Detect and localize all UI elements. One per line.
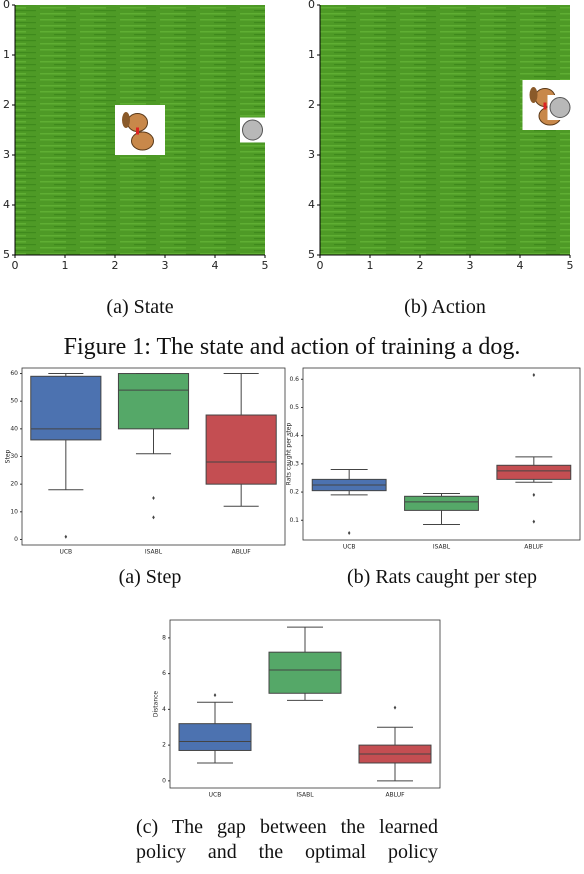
caption: (c) The gap between the learned policy a… — [136, 816, 438, 863]
x-tick-label: 2 — [417, 259, 424, 272]
box — [496, 464, 572, 480]
x-tick-label: 4 — [517, 259, 524, 272]
x-tick-label: ISABL — [296, 792, 314, 799]
y-tick-label: 1 — [308, 48, 315, 61]
y-tick-label: 0 — [162, 777, 166, 784]
x-tick-label: 5 — [262, 259, 269, 272]
caption: (b) Rats caught per step — [347, 566, 537, 588]
dog-tongue — [136, 127, 139, 135]
x-tick-label: 4 — [212, 259, 219, 272]
box — [404, 495, 479, 511]
dog-ear — [529, 87, 538, 103]
rat — [549, 97, 571, 118]
x-tick-label: 5 — [567, 259, 574, 272]
y-tick-label: 4 — [308, 198, 315, 211]
x-tick-label: 3 — [467, 259, 474, 272]
y-tick-label: 5 — [3, 248, 10, 261]
y-tick-label: 30 — [10, 453, 18, 460]
y-tick-label: 0 — [3, 0, 10, 11]
y-tick-label: 3 — [3, 148, 10, 161]
x-tick-label: UCB — [59, 549, 72, 556]
box — [30, 375, 102, 441]
x-tick-label: 1 — [62, 259, 69, 272]
outlier — [152, 515, 155, 520]
y-tick-label: 2 — [3, 98, 10, 111]
x-tick-label: 1 — [367, 259, 374, 272]
y-tick-label: 0.4 — [289, 432, 299, 439]
x-tick-label: ABLUF — [385, 792, 405, 799]
y-tick-label: 2 — [308, 98, 315, 111]
box — [268, 651, 342, 694]
x-tick-label: 0 — [12, 259, 19, 272]
y-tick-label: 50 — [10, 398, 18, 405]
caption: (b) Action — [404, 296, 486, 318]
outlier — [213, 693, 217, 698]
outlier — [393, 705, 397, 710]
x-tick-label: 0 — [317, 259, 324, 272]
x-tick-label: UCB — [343, 544, 356, 551]
y-tick-label: 0.1 — [289, 517, 299, 524]
x-tick-label: ABLUF — [524, 544, 544, 551]
box — [205, 414, 277, 485]
figure-caption: Figure 1: The state and action of traini… — [63, 334, 521, 360]
caption: (a) Step — [118, 566, 182, 588]
y-tick-label: 0 — [14, 536, 18, 543]
y-tick-label: 2 — [162, 742, 166, 749]
outlier — [64, 534, 68, 539]
y-tick-label: 0.3 — [289, 460, 299, 467]
y-tick-label: 8 — [162, 634, 166, 641]
outlier — [532, 492, 536, 497]
y-tick-label: 6 — [162, 670, 166, 677]
dog-body — [131, 131, 154, 151]
dog-ear — [122, 112, 130, 128]
x-tick-label: 3 — [162, 259, 169, 272]
outlier — [347, 530, 351, 535]
y-tick-label: 20 — [10, 481, 18, 488]
y-tick-label: 0.5 — [289, 404, 299, 411]
y-tick-label: 60 — [10, 370, 18, 377]
dog-tongue — [543, 102, 547, 110]
y-tick-label: 4 — [3, 198, 10, 211]
box — [117, 373, 190, 430]
y-tick-label: 0.6 — [289, 376, 299, 383]
box — [178, 723, 252, 751]
x-tick-label: UCB — [209, 792, 222, 799]
rat — [242, 119, 263, 141]
y-axis-label: Rats caught per step — [286, 423, 293, 486]
x-tick-label: ABLUF — [232, 549, 252, 556]
caption: (a) State — [106, 296, 174, 318]
x-tick-label: 2 — [112, 259, 119, 272]
outlier — [532, 519, 536, 524]
outlier — [532, 373, 536, 378]
x-tick-label: ISABL — [433, 544, 451, 551]
y-tick-label: 1 — [3, 48, 10, 61]
x-tick-label: ISABL — [145, 549, 163, 556]
y-tick-label: 0 — [308, 0, 315, 11]
y-tick-label: 4 — [162, 706, 166, 713]
y-tick-label: 0.2 — [289, 489, 299, 496]
y-tick-label: 5 — [308, 248, 315, 261]
y-axis-label: Distance — [153, 691, 160, 718]
y-axis-label: Step — [5, 449, 12, 463]
y-tick-label: 10 — [10, 508, 18, 515]
y-tick-label: 40 — [10, 425, 18, 432]
outlier — [152, 495, 155, 500]
y-tick-label: 3 — [308, 148, 315, 161]
